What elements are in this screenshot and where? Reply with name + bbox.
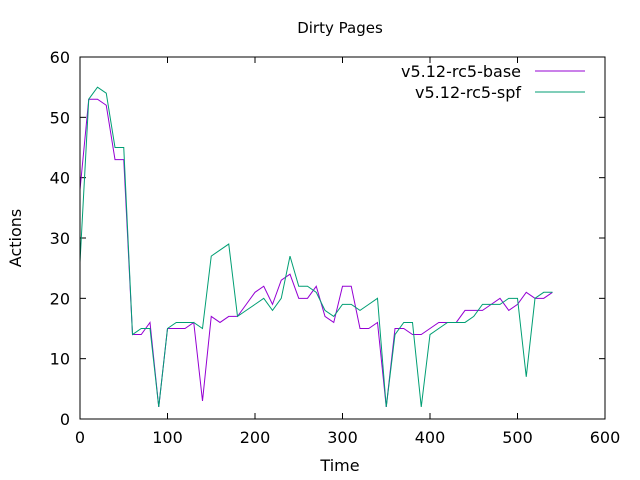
y-tick-label: 10 xyxy=(50,350,70,369)
x-tick-label: 600 xyxy=(590,428,621,447)
y-tick-label: 40 xyxy=(50,169,70,188)
legend-label-1: v5.12-rc5-base xyxy=(401,62,521,81)
chart-title: Dirty Pages xyxy=(297,19,383,37)
y-axis-label: Actions xyxy=(6,209,25,267)
x-tick-label: 300 xyxy=(327,428,358,447)
y-tick-label: 50 xyxy=(50,108,70,127)
x-tick-label: 0 xyxy=(75,428,85,447)
legend: v5.12-rc5-base v5.12-rc5-spf xyxy=(401,62,585,102)
legend-label-2: v5.12-rc5-spf xyxy=(415,83,521,102)
y-tick-label: 0 xyxy=(60,410,70,429)
y-tick-label: 60 xyxy=(50,48,70,67)
series-lines xyxy=(79,86,553,407)
plot-frame xyxy=(79,56,606,420)
y-tick-label: 30 xyxy=(50,229,70,248)
axis-ticks: 0 100 200 300 400 500 600 0 10 20 30 40 50 60 xyxy=(50,48,621,447)
series-line-1 xyxy=(79,98,553,407)
series-line-2 xyxy=(79,86,553,407)
x-tick-label: 400 xyxy=(415,428,446,447)
x-axis-label: Time xyxy=(319,456,359,475)
x-tick-label: 200 xyxy=(240,428,271,447)
x-tick-label: 100 xyxy=(152,428,183,447)
x-tick-label: 500 xyxy=(502,428,533,447)
y-tick-label: 20 xyxy=(50,289,70,308)
